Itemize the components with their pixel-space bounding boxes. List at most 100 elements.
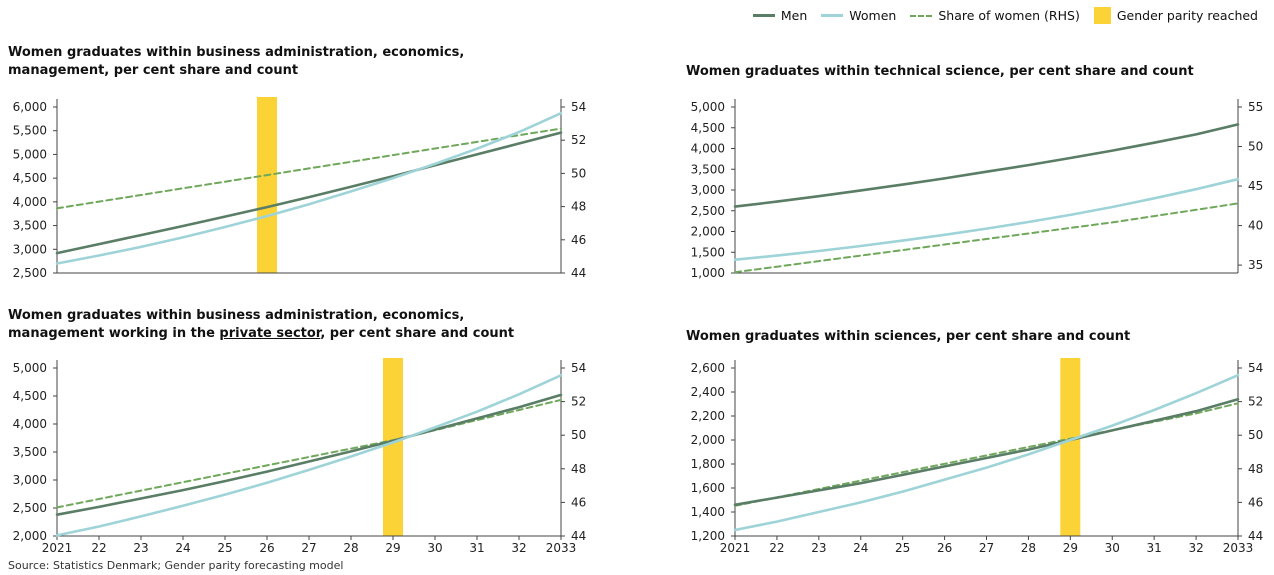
- chart2-x-tick-label: 32: [511, 541, 526, 555]
- chart2-y-left-tick-label: 5,000: [13, 361, 47, 375]
- chart1-y-right-tick-label: 52: [571, 133, 586, 147]
- chart4-y-left-tick-label: 2,000: [691, 433, 725, 447]
- legend-label-parity: Gender parity reached: [1116, 8, 1258, 23]
- chart3-y-right-tick-label: 40: [1248, 219, 1263, 233]
- chart2-x-tick-label: 26: [259, 541, 274, 555]
- chart2-parity-bar: [383, 358, 403, 536]
- chart-title-private-sector-underlined: private sector: [219, 326, 321, 341]
- chart4-x-tick-label: 22: [769, 541, 784, 555]
- chart1-series-men: [55, 131, 563, 255]
- chart1-y-left-tick-label: 4,000: [13, 195, 47, 209]
- chart2-y-left-tick-label: 4,500: [13, 389, 47, 403]
- chart2-y-left-tick-label: 2,000: [13, 529, 47, 543]
- chart3-y-right-tick-label: 55: [1248, 100, 1263, 114]
- chart2-x-tick-label: 2021: [42, 541, 73, 555]
- chart3-series-women: [733, 177, 1240, 262]
- chart3-y-left-tick-label: 1,500: [691, 245, 725, 259]
- chart4-y-left-tick-label: 2,400: [691, 385, 725, 399]
- chart2-series-men: [55, 393, 563, 517]
- chart2-y-left-tick-label: 3,500: [13, 445, 47, 459]
- chart4-y-right-tick-label: 54: [1248, 361, 1263, 375]
- chart3-y-left-tick-label: 1,000: [691, 266, 725, 280]
- chart4-y-right-tick-label: 44: [1248, 529, 1263, 543]
- chart4-series-share: [734, 402, 1239, 507]
- chart4-x-tick-label: 31: [1147, 541, 1162, 555]
- chart1-y-left-tick-label: 2,500: [13, 266, 47, 280]
- chart1-y-left-tick-label: 3,500: [13, 219, 47, 233]
- chart2-x-tick-label: 24: [175, 541, 190, 555]
- chart4-y-right-tick-label: 50: [1248, 428, 1263, 442]
- legend-swatch-men: [752, 14, 775, 17]
- chart2-x-tick-label: 29: [385, 541, 400, 555]
- chart2-series-women: [55, 373, 563, 537]
- chart4-y-left-tick-label: 1,600: [691, 481, 725, 495]
- chart4-y-left-tick-label: 2,600: [691, 361, 725, 375]
- chart1-y-right-tick-label: 46: [571, 233, 586, 247]
- chart2-y-right-tick-label: 52: [571, 395, 586, 409]
- chart4-y-right-tick-label: 48: [1248, 462, 1263, 476]
- legend-item-men: Men: [752, 8, 808, 23]
- chart4-y-left-tick-label: 1,200: [691, 529, 725, 543]
- chart2-y-right-tick-label: 54: [571, 361, 586, 375]
- chart4-x-tick-label: 25: [895, 541, 910, 555]
- legend-label-men: Men: [780, 8, 808, 23]
- chart-title-private-sector-line2a: management working in the: [8, 326, 220, 341]
- chart2-y-right-tick-label: 46: [571, 495, 586, 509]
- chart-title-private-sector-line2b: , per cent share and count: [320, 326, 515, 341]
- chart2-x-tick-label: 22: [91, 541, 106, 555]
- chart3-series-share: [734, 202, 1239, 274]
- chart3-y-left-tick-label: 3,500: [691, 162, 725, 176]
- chart4-y-left-tick-label: 1,800: [691, 457, 725, 471]
- chart-title-sciences: Women graduates within sciences, per cen…: [686, 329, 1131, 344]
- chart3-y-left-tick-label: 4,500: [691, 121, 725, 135]
- source-note: Source: Statistics Denmark; Gender parit…: [8, 559, 344, 572]
- chart3-y-left-tick-label: 2,000: [691, 225, 725, 239]
- chart3-y-right-tick-label: 50: [1248, 140, 1263, 154]
- chart4-y-right-tick-label: 46: [1248, 495, 1263, 509]
- chart3-y-left-tick-label: 4,000: [691, 142, 725, 156]
- legend-label-share: Share of women (RHS): [938, 8, 1080, 23]
- chart4-x-tick-label: 24: [853, 541, 868, 555]
- chart4-y-right-tick-label: 52: [1248, 395, 1263, 409]
- chart4-x-tick-label: 2033: [1223, 541, 1254, 555]
- legend-item-share: Share of women (RHS): [910, 8, 1080, 23]
- legend-item-women: Women: [821, 8, 896, 23]
- chart2-x-tick-label: 25: [217, 541, 232, 555]
- legend-swatch-parity: [1093, 7, 1111, 24]
- chart4-series-women: [733, 373, 1240, 532]
- chart4-x-tick-label: 2021: [720, 541, 751, 555]
- chart1-series-share: [56, 127, 562, 210]
- chart2-x-tick-label: 30: [427, 541, 442, 555]
- chart2-y-left-tick-label: 4,000: [13, 417, 47, 431]
- chart2-y-right-tick-label: 44: [571, 529, 586, 543]
- chart-title-business: Women graduates within business administ…: [8, 45, 465, 78]
- chart-title-private-sector: Women graduates within business administ…: [8, 307, 568, 343]
- legend-swatch-share: [910, 14, 933, 17]
- chart2-x-tick-label: 2033: [546, 541, 577, 555]
- legend-label-women: Women: [849, 8, 897, 23]
- chart4-x-tick-label: 28: [1021, 541, 1036, 555]
- chart1-y-left-tick-label: 5,500: [13, 124, 47, 138]
- legend-swatch-women: [821, 14, 844, 17]
- chart2-x-tick-label: 31: [469, 541, 484, 555]
- chart2-y-right-tick-label: 48: [571, 462, 586, 476]
- chart4-y-left-tick-label: 2,200: [691, 409, 725, 423]
- chart2-series-share: [56, 398, 562, 509]
- chart1-y-right-tick-label: 48: [571, 200, 586, 214]
- chart4-y-left-tick-label: 1,400: [691, 505, 725, 519]
- chart1-y-left-tick-label: 6,000: [13, 100, 47, 114]
- chart-legend: Men Women Share of women (RHS) Gender pa…: [739, 7, 1258, 24]
- chart3-y-left-tick-label: 2,500: [691, 204, 725, 218]
- chart1-y-left-tick-label: 4,500: [13, 171, 47, 185]
- chart3-y-right-tick-label: 45: [1248, 179, 1263, 193]
- chart1-y-right-tick-label: 50: [571, 166, 586, 180]
- chart1-y-left-tick-label: 3,000: [13, 242, 47, 256]
- chart4-x-tick-label: 26: [937, 541, 952, 555]
- chart2-y-left-tick-label: 2,500: [13, 501, 47, 515]
- chart4-series-men: [733, 397, 1240, 507]
- chart2-x-tick-label: 28: [343, 541, 358, 555]
- chart3-y-left-tick-label: 3,000: [691, 183, 725, 197]
- chart4-parity-bar: [1060, 358, 1081, 536]
- chart4-x-tick-label: 27: [979, 541, 994, 555]
- chart2-y-left-tick-label: 3,000: [13, 473, 47, 487]
